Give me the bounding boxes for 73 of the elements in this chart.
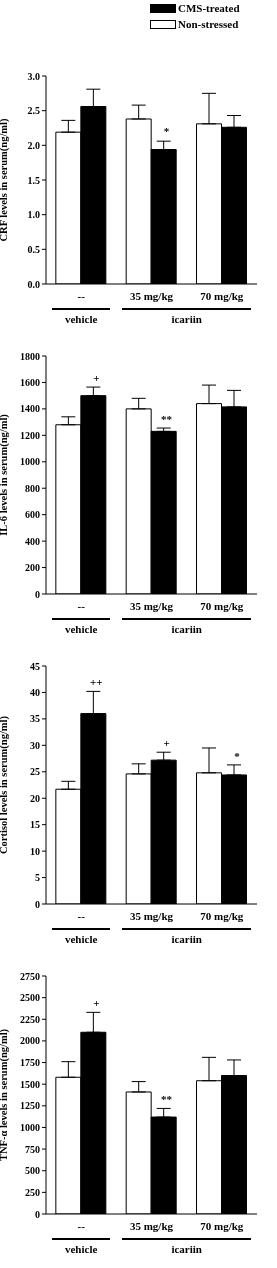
legend-label: Non-stressed bbox=[178, 18, 239, 30]
y-tick-label: 0 bbox=[35, 1208, 40, 1220]
y-tick-label: 1400 bbox=[20, 403, 40, 415]
y-tick-label: 200 bbox=[25, 562, 40, 574]
text: vehicle bbox=[52, 1238, 111, 1255]
x-tick-label: 35 mg/kg bbox=[129, 599, 174, 612]
text: icariin bbox=[122, 308, 251, 325]
y-tick-label: 400 bbox=[25, 535, 40, 547]
y-tick-label: 1500 bbox=[20, 1078, 40, 1090]
annotation: + bbox=[163, 737, 170, 750]
y-tick-label: 0.0 bbox=[27, 278, 40, 290]
y-tick-label: 5 bbox=[35, 872, 40, 884]
y-tick-label: 1200 bbox=[20, 429, 40, 441]
annotation: ** bbox=[161, 1093, 173, 1106]
y-tick-label: 35 bbox=[30, 713, 40, 725]
text: vehicle bbox=[52, 618, 111, 635]
y-tick-label: 0 bbox=[35, 588, 40, 600]
y-tick-label: 45 bbox=[30, 660, 40, 672]
y-tick-label: 2750 bbox=[20, 970, 40, 982]
y-tick-label: 2500 bbox=[20, 992, 40, 1004]
y-tick-label: 40 bbox=[30, 686, 40, 698]
text: vehicle bbox=[52, 308, 111, 325]
y-tick-label: 2250 bbox=[20, 1013, 40, 1025]
y-tick-label: 1.5 bbox=[27, 174, 40, 186]
y-tick-label: 20 bbox=[30, 792, 40, 804]
y-tick-label: 600 bbox=[25, 509, 40, 521]
x-tick-label: 70 mg/kg bbox=[200, 599, 244, 612]
x-tick-label: 35 mg/kg bbox=[129, 289, 174, 302]
text: icariin bbox=[122, 928, 251, 945]
y-tick-label: 25 bbox=[30, 766, 40, 778]
y-tick-label: 2.0 bbox=[27, 139, 40, 151]
y-tick-label: 1000 bbox=[20, 1122, 40, 1133]
annotation: + bbox=[93, 372, 100, 385]
y-tick-label: 750 bbox=[25, 1143, 40, 1155]
x-tick-label: -- bbox=[77, 1219, 86, 1232]
annotation: ++ bbox=[90, 676, 103, 689]
y-axis-title: IL-6 levels in serum(ng/ml) bbox=[0, 413, 10, 536]
y-tick-label: 3.0 bbox=[27, 70, 40, 82]
x-tick-label: 70 mg/kg bbox=[200, 909, 244, 922]
y-tick-label: 15 bbox=[30, 819, 40, 831]
x-tick-label: 35 mg/kg bbox=[129, 909, 174, 922]
annotation: * bbox=[163, 124, 170, 137]
y-tick-label: 1750 bbox=[20, 1057, 40, 1069]
y-tick-label: 2.5 bbox=[27, 105, 40, 117]
y-axis-title: CRF levels in serum(ng/ml) bbox=[0, 118, 10, 242]
y-tick-label: 0 bbox=[35, 898, 40, 910]
y-tick-label: 2000 bbox=[20, 1035, 40, 1047]
text: vehicle bbox=[52, 928, 111, 945]
y-tick-label: 500 bbox=[25, 1165, 40, 1177]
text: icariin bbox=[122, 1238, 251, 1255]
x-tick-label: 35 mg/kg bbox=[129, 1219, 174, 1232]
y-tick-label: 1000 bbox=[20, 456, 40, 468]
y-tick-label: 1600 bbox=[20, 376, 40, 388]
y-tick-label: 30 bbox=[30, 739, 40, 751]
x-tick-label: -- bbox=[77, 599, 86, 612]
y-axis-title: TNF-α levels in serum(ng/ml) bbox=[0, 1028, 10, 1162]
annotation: ** bbox=[161, 413, 173, 426]
annotation: + bbox=[93, 997, 100, 1010]
y-tick-label: 1800 bbox=[20, 350, 40, 362]
annotation: * bbox=[234, 749, 241, 762]
x-tick-label: 70 mg/kg bbox=[200, 289, 244, 302]
y-tick-label: 10 bbox=[30, 845, 40, 857]
x-tick-label: -- bbox=[77, 909, 86, 922]
y-tick-label: 250 bbox=[25, 1186, 40, 1198]
legend-label: CMS-treated bbox=[178, 2, 240, 14]
y-tick-label: 800 bbox=[25, 482, 40, 494]
text: icariin bbox=[122, 618, 251, 635]
x-tick-label: 70 mg/kg bbox=[200, 1219, 244, 1232]
y-tick-label: 1250 bbox=[20, 1100, 40, 1112]
x-tick-label: -- bbox=[77, 289, 86, 302]
y-tick-label: 0.5 bbox=[27, 243, 40, 255]
y-tick-label: 1.0 bbox=[27, 209, 40, 221]
y-axis-title: Cortisol levels in serum(ng/ml) bbox=[0, 715, 10, 854]
